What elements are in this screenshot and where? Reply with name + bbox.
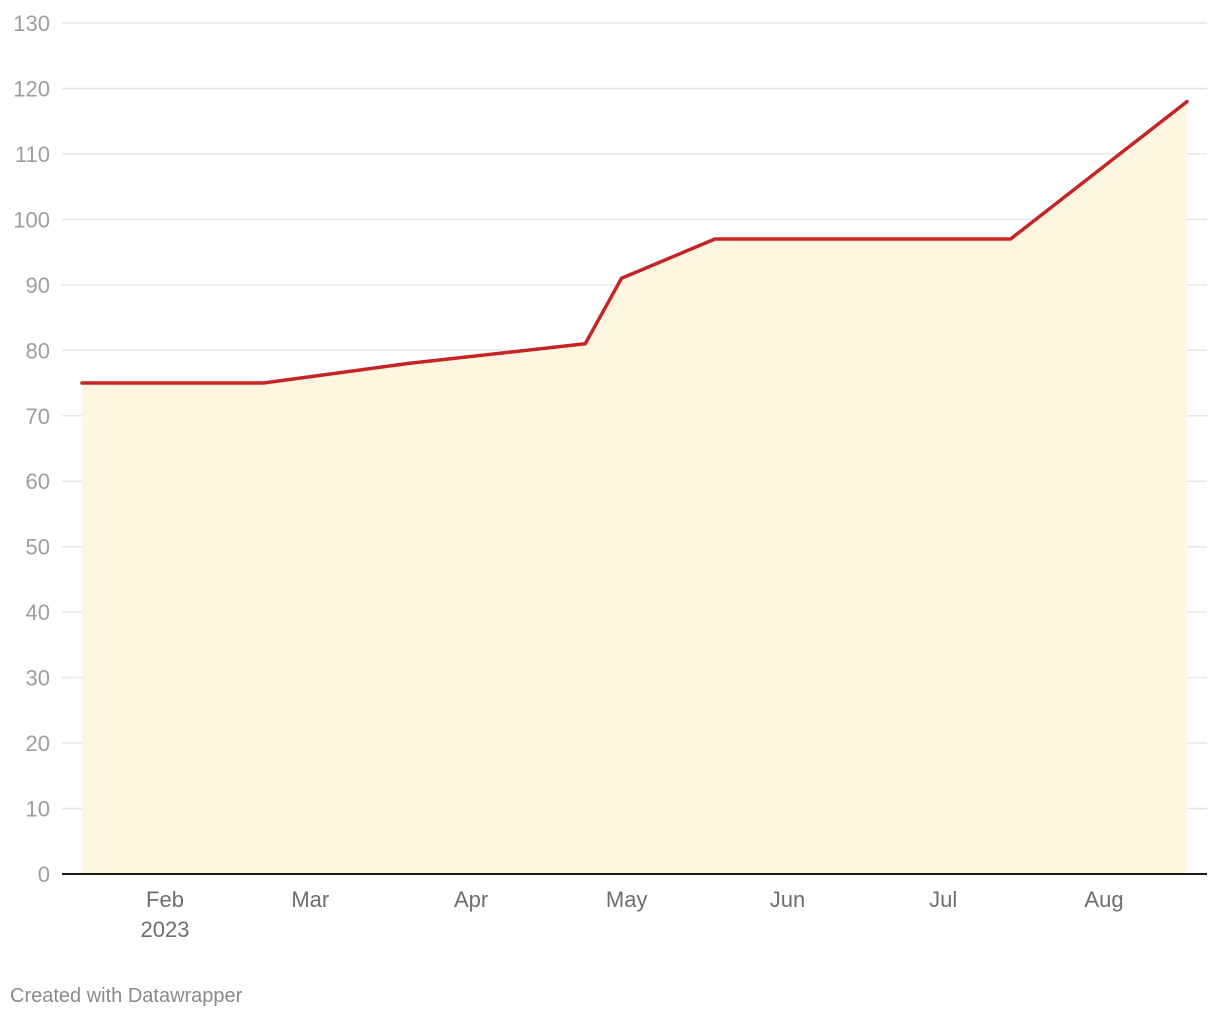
series-line	[80, 99, 1189, 385]
y-tick-label: 10	[26, 797, 50, 822]
area-fill	[82, 101, 1187, 875]
x-tick-label: Jul	[929, 887, 957, 912]
x-tick-label: Apr	[454, 887, 488, 912]
y-tick-label: 20	[26, 731, 50, 756]
x-tick-label: May	[606, 887, 648, 912]
x-tick-year-label: 2023	[141, 917, 190, 942]
y-tick-label: 60	[26, 469, 50, 494]
x-tick-label: Jun	[770, 887, 805, 912]
x-tick-label: Feb	[146, 887, 184, 912]
y-tick-label: 50	[26, 535, 50, 560]
y-tick-label: 0	[38, 862, 50, 887]
chart-credit: Created with Datawrapper	[10, 985, 243, 1007]
y-tick-label: 110	[15, 142, 50, 167]
y-tick-label: 100	[13, 207, 50, 232]
area-chart: 0 10 20 30 40 50 60 70 80 90 100 110 120 130 Feb 2023 M…	[13, 11, 1207, 942]
x-tick-label: Aug	[1084, 887, 1123, 912]
y-tick-label: 90	[26, 273, 50, 298]
x-tick-label: Mar	[291, 887, 329, 912]
y-tick-label: 70	[26, 404, 50, 429]
y-tick-label: 30	[26, 666, 50, 691]
y-tick-label: 80	[26, 338, 50, 363]
y-tick-label: 130	[13, 11, 50, 36]
y-tick-label: 120	[13, 76, 50, 101]
x-axis-ticks: Feb 2023 Mar Apr May Jun Jul Aug	[141, 887, 1124, 942]
y-axis-ticks: 0 10 20 30 40 50 60 70 80 90 100 110 120 130	[13, 11, 50, 887]
y-tick-label: 40	[26, 600, 50, 625]
